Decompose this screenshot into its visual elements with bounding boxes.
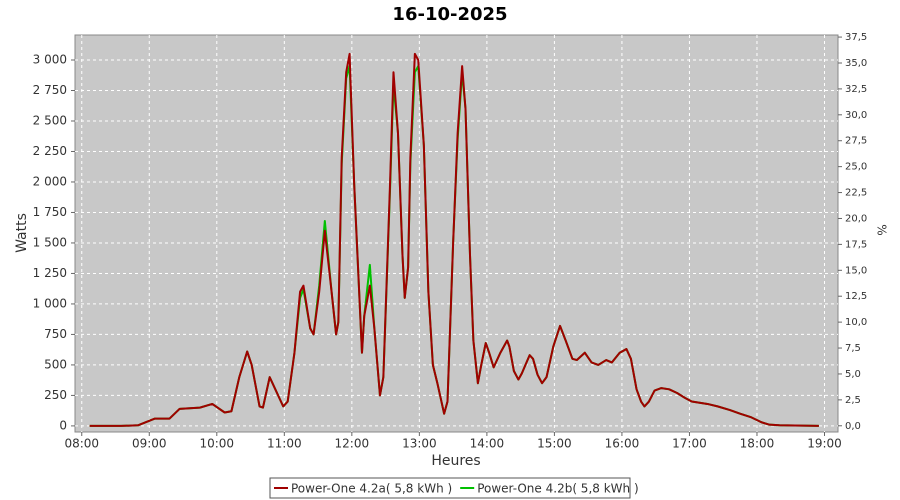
- y2-tick-label: 10,0: [845, 317, 867, 328]
- plot-area: [74, 34, 839, 433]
- x-tick-label: 18:00: [740, 437, 775, 451]
- y-tick-label: 1 500: [33, 235, 67, 249]
- y2-tick-label: 2,5: [845, 395, 861, 406]
- legend: [269, 477, 631, 499]
- x-axis-label: Heures: [431, 453, 480, 469]
- x-tick-label: 14:00: [470, 437, 505, 451]
- legend-label: Power-One 4.2b( 5,8 kWh ): [477, 482, 638, 496]
- x-tick-label: 08:00: [64, 437, 99, 451]
- x-tick-label: 12:00: [335, 437, 370, 451]
- y2-tick-label: 0,0: [845, 421, 861, 432]
- y-tick-label: 2 500: [33, 113, 67, 127]
- y2-tick-label: 12,5: [845, 291, 867, 302]
- y2-tick-label: 5,0: [845, 369, 861, 380]
- y-axis-label: Watts: [14, 213, 30, 253]
- y-tick-label: 750: [44, 327, 67, 341]
- x-tick-label: 16:00: [605, 437, 640, 451]
- x-tick-label: 17:00: [672, 437, 707, 451]
- x-tick-label: 10:00: [199, 437, 234, 451]
- y2-tick-label: 35,0: [845, 58, 867, 69]
- y-tick-label: 2 250: [33, 144, 67, 158]
- y2-tick-label: 30,0: [845, 110, 867, 121]
- x-tick-label: 19:00: [807, 437, 842, 451]
- y-tick-label: 1 250: [33, 266, 67, 280]
- y2-tick-label: 22,5: [845, 188, 867, 199]
- y2-tick-label: 15,0: [845, 265, 867, 276]
- y2-tick-label: 27,5: [845, 136, 867, 147]
- y2-axis-label: %: [875, 224, 889, 235]
- y2-tick-label: 37,5: [845, 32, 867, 43]
- y2-tick-label: 20,0: [845, 213, 867, 224]
- y2-tick-label: 17,5: [845, 239, 867, 250]
- x-tick-label: 15:00: [537, 437, 572, 451]
- y-tick-label: 1 750: [33, 205, 67, 219]
- y2-tick-label: 32,5: [845, 84, 867, 95]
- y-tick-label: 250: [44, 388, 67, 402]
- y-tick-label: 3 000: [33, 53, 67, 67]
- x-tick-label: 11:00: [267, 437, 302, 451]
- series-line: [89, 52, 819, 427]
- x-tick-label: 09:00: [132, 437, 167, 451]
- y-tick-label: 2 000: [33, 174, 67, 188]
- y-tick-label: 500: [44, 357, 67, 371]
- y2-tick-label: 7,5: [845, 343, 861, 354]
- y-tick-label: 1 000: [33, 296, 67, 310]
- x-tick-label: 13:00: [402, 437, 437, 451]
- y-tick-label: 0: [59, 418, 67, 432]
- y2-tick-label: 25,0: [845, 162, 867, 173]
- legend-label: Power-One 4.2a( 5,8 kWh ): [291, 482, 452, 496]
- chart-title: 16-10-2025: [392, 4, 507, 25]
- y-tick-label: 2 750: [33, 83, 67, 97]
